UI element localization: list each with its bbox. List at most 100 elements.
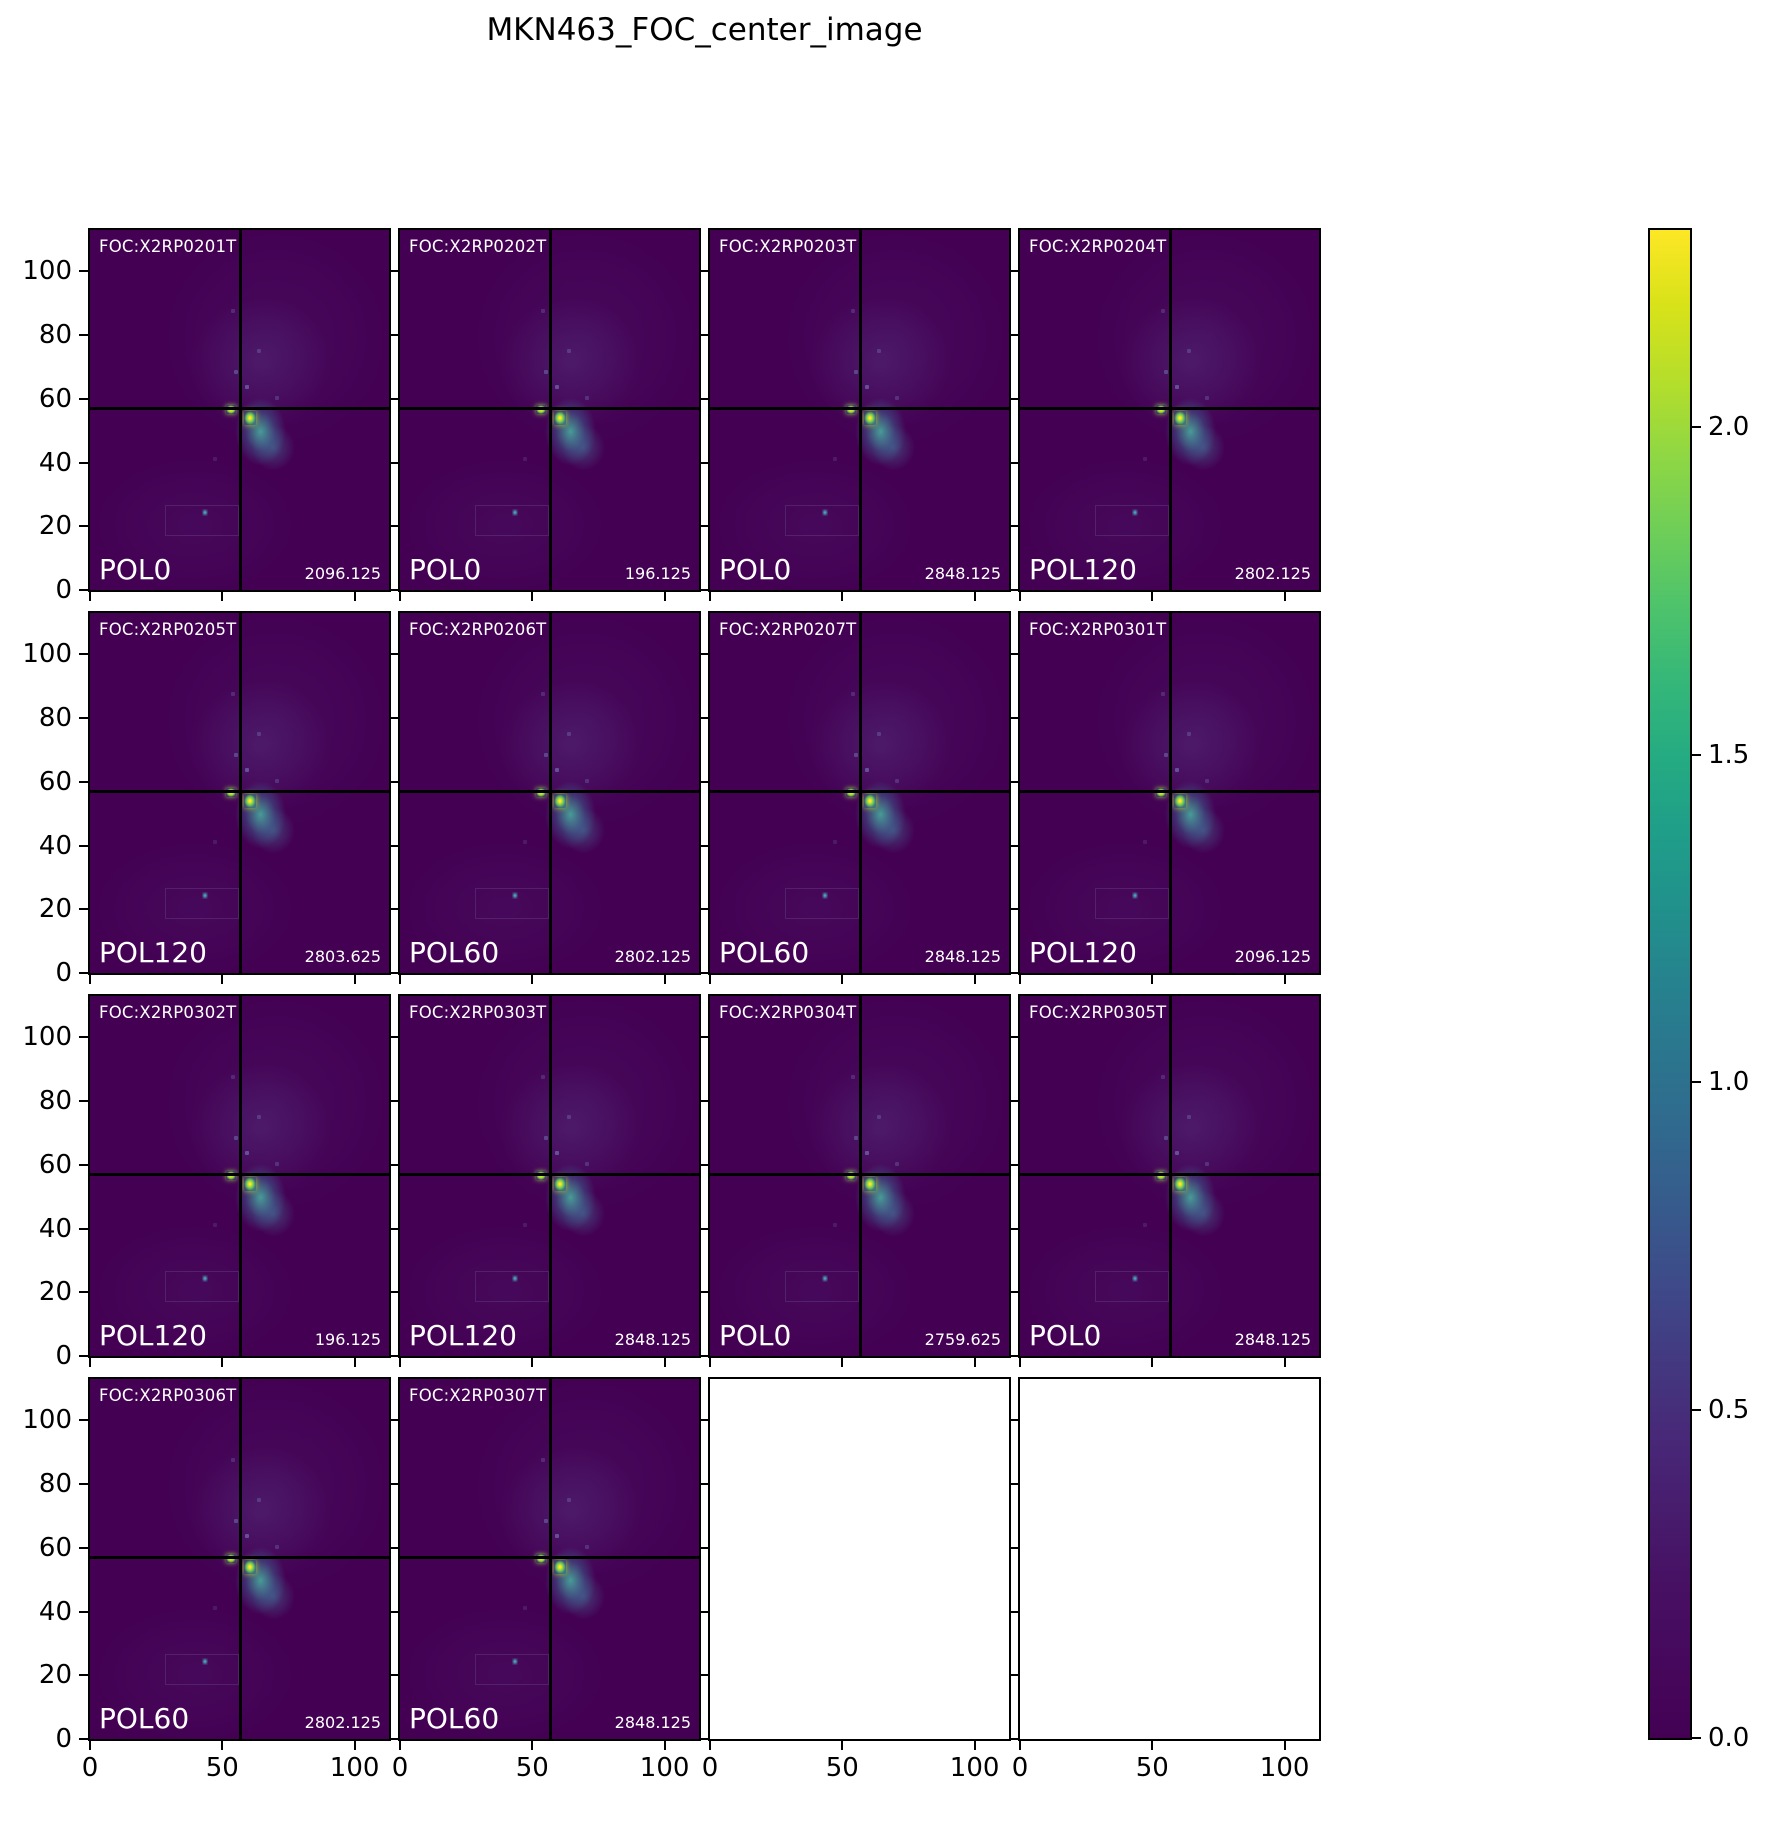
- x-tick-mark: [221, 975, 224, 984]
- noise-speck: [522, 1605, 527, 1610]
- polarizer-label: POL120: [99, 936, 207, 969]
- nebula-blob: [537, 1537, 604, 1624]
- x-tick-mark: [1151, 1358, 1154, 1367]
- y-tick-label: 0: [55, 1341, 72, 1371]
- polarizer-label: POL120: [1029, 553, 1137, 586]
- noise-speck: [257, 348, 262, 353]
- noise-speck: [1142, 1222, 1147, 1227]
- panel-id-label: FOC:X2RP0207T: [719, 620, 857, 639]
- noise-speck: [555, 1150, 560, 1155]
- y-tick-mark: [79, 1546, 88, 1549]
- x-tick-label: 0: [391, 1753, 409, 1783]
- y-tick-label: 60: [38, 766, 72, 797]
- y-tick-mark: [79, 397, 88, 400]
- crosshair-vertical: [239, 996, 243, 1356]
- exposure-value: 2803.625: [304, 947, 381, 966]
- x-tick-mark: [1019, 1358, 1021, 1367]
- polarizer-label: POL0: [719, 1319, 792, 1352]
- y-tick-label: 0: [55, 575, 72, 605]
- nebula-blob: [537, 771, 604, 858]
- panel-id-label: FOC:X2RP0203T: [719, 237, 857, 256]
- exposure-value: 2096.125: [304, 564, 381, 583]
- y-tick-mark: [79, 908, 88, 911]
- noise-speck: [212, 839, 217, 844]
- exposure-value: 2802.125: [1234, 564, 1311, 583]
- x-tick-mark: [531, 1741, 534, 1750]
- x-tick-mark: [531, 592, 534, 601]
- crosshair-vertical: [859, 230, 863, 590]
- y-tick-label: 20: [38, 1660, 72, 1691]
- y-tick-label: 20: [38, 1277, 72, 1308]
- point-source: [1132, 1274, 1139, 1282]
- y-tick-label: 80: [38, 703, 72, 734]
- colorbar-tick-label: 0.5: [1708, 1395, 1750, 1426]
- crosshair-vertical: [549, 1379, 553, 1739]
- image-panel: 0 50 100: [1009, 1377, 1321, 1783]
- noise-speck: [245, 1533, 250, 1538]
- image-panel: FOC:X2RP0307T POL60 2848.125 0 50 100: [389, 1377, 701, 1783]
- crosshair-horizontal: [90, 406, 389, 410]
- noise-speck: [212, 456, 217, 461]
- y-tick-mark: [79, 1355, 88, 1357]
- faint-artifact: [164, 888, 239, 920]
- bright-core-right: [554, 794, 567, 809]
- noise-speck: [1160, 309, 1165, 314]
- noise-speck: [275, 778, 280, 783]
- x-tick-label: 50: [825, 1753, 859, 1783]
- bright-core-right: [244, 411, 257, 426]
- x-tick-mark: [841, 1358, 844, 1367]
- x-tick-label: 100: [639, 1753, 690, 1783]
- y-tick-mark: [79, 1227, 88, 1230]
- faint-artifact: [164, 1654, 239, 1686]
- faint-artifact: [1094, 505, 1169, 537]
- exposure-value: 196.125: [314, 1330, 381, 1349]
- panel-image: FOC:X2RP0305T POL0 2848.125: [1020, 996, 1319, 1356]
- exposure-value: 2848.125: [614, 1713, 691, 1732]
- x-tick-mark: [973, 592, 976, 601]
- noise-speck: [522, 839, 527, 844]
- noise-speck: [245, 1150, 250, 1155]
- polarizer-label: POL0: [1029, 1319, 1102, 1352]
- panel-image: FOC:X2RP0306T POL60 2802.125: [90, 1379, 389, 1739]
- crosshair-vertical: [549, 230, 553, 590]
- y-tick-label: 100: [22, 1022, 72, 1053]
- noise-speck: [212, 1605, 217, 1610]
- point-source: [512, 1274, 519, 1282]
- image-panel: FOC:X2RP0202T POL0 196.125: [389, 228, 701, 601]
- panel-image: FOC:X2RP0302T POL120 196.125: [90, 996, 389, 1356]
- noise-speck: [555, 1533, 560, 1538]
- noise-speck: [850, 1075, 855, 1080]
- noise-speck: [245, 767, 250, 772]
- polarizer-label: POL0: [719, 553, 792, 586]
- nebula-blob-tail: [245, 800, 303, 862]
- crosshair-horizontal: [400, 1555, 699, 1559]
- image-panel: FOC:X2RP0204T POL120 2802.125: [1009, 228, 1321, 601]
- polarizer-label: POL60: [99, 1702, 190, 1735]
- x-tick-mark: [841, 1741, 844, 1750]
- crosshair-horizontal: [1020, 1172, 1319, 1176]
- x-tick-label: 0: [1011, 1753, 1029, 1783]
- y-tick-mark: [79, 717, 88, 720]
- noise-speck: [850, 309, 855, 314]
- noise-speck: [853, 1136, 858, 1141]
- crosshair-horizontal: [90, 1172, 389, 1176]
- x-tick-mark: [353, 975, 356, 984]
- crosshair-horizontal: [710, 406, 1009, 410]
- noise-speck: [275, 1544, 280, 1549]
- y-tick-mark: [79, 589, 88, 591]
- y-tick-label: 0: [55, 958, 72, 988]
- x-tick-mark: [973, 975, 976, 984]
- crosshair-vertical: [239, 230, 243, 590]
- colorbar-tick-label: 1.0: [1708, 1067, 1750, 1098]
- x-tick-mark: [531, 1358, 534, 1367]
- noise-speck: [1187, 1114, 1192, 1119]
- noise-speck: [275, 1161, 280, 1166]
- noise-speck: [555, 767, 560, 772]
- crosshair-horizontal: [90, 1555, 389, 1559]
- noise-speck: [865, 767, 870, 772]
- panel-id-label: FOC:X2RP0205T: [99, 620, 237, 639]
- y-tick-mark: [79, 653, 88, 656]
- x-tick-mark: [709, 592, 711, 601]
- noise-speck: [567, 1497, 572, 1502]
- y-tick-label: 40: [38, 1213, 72, 1244]
